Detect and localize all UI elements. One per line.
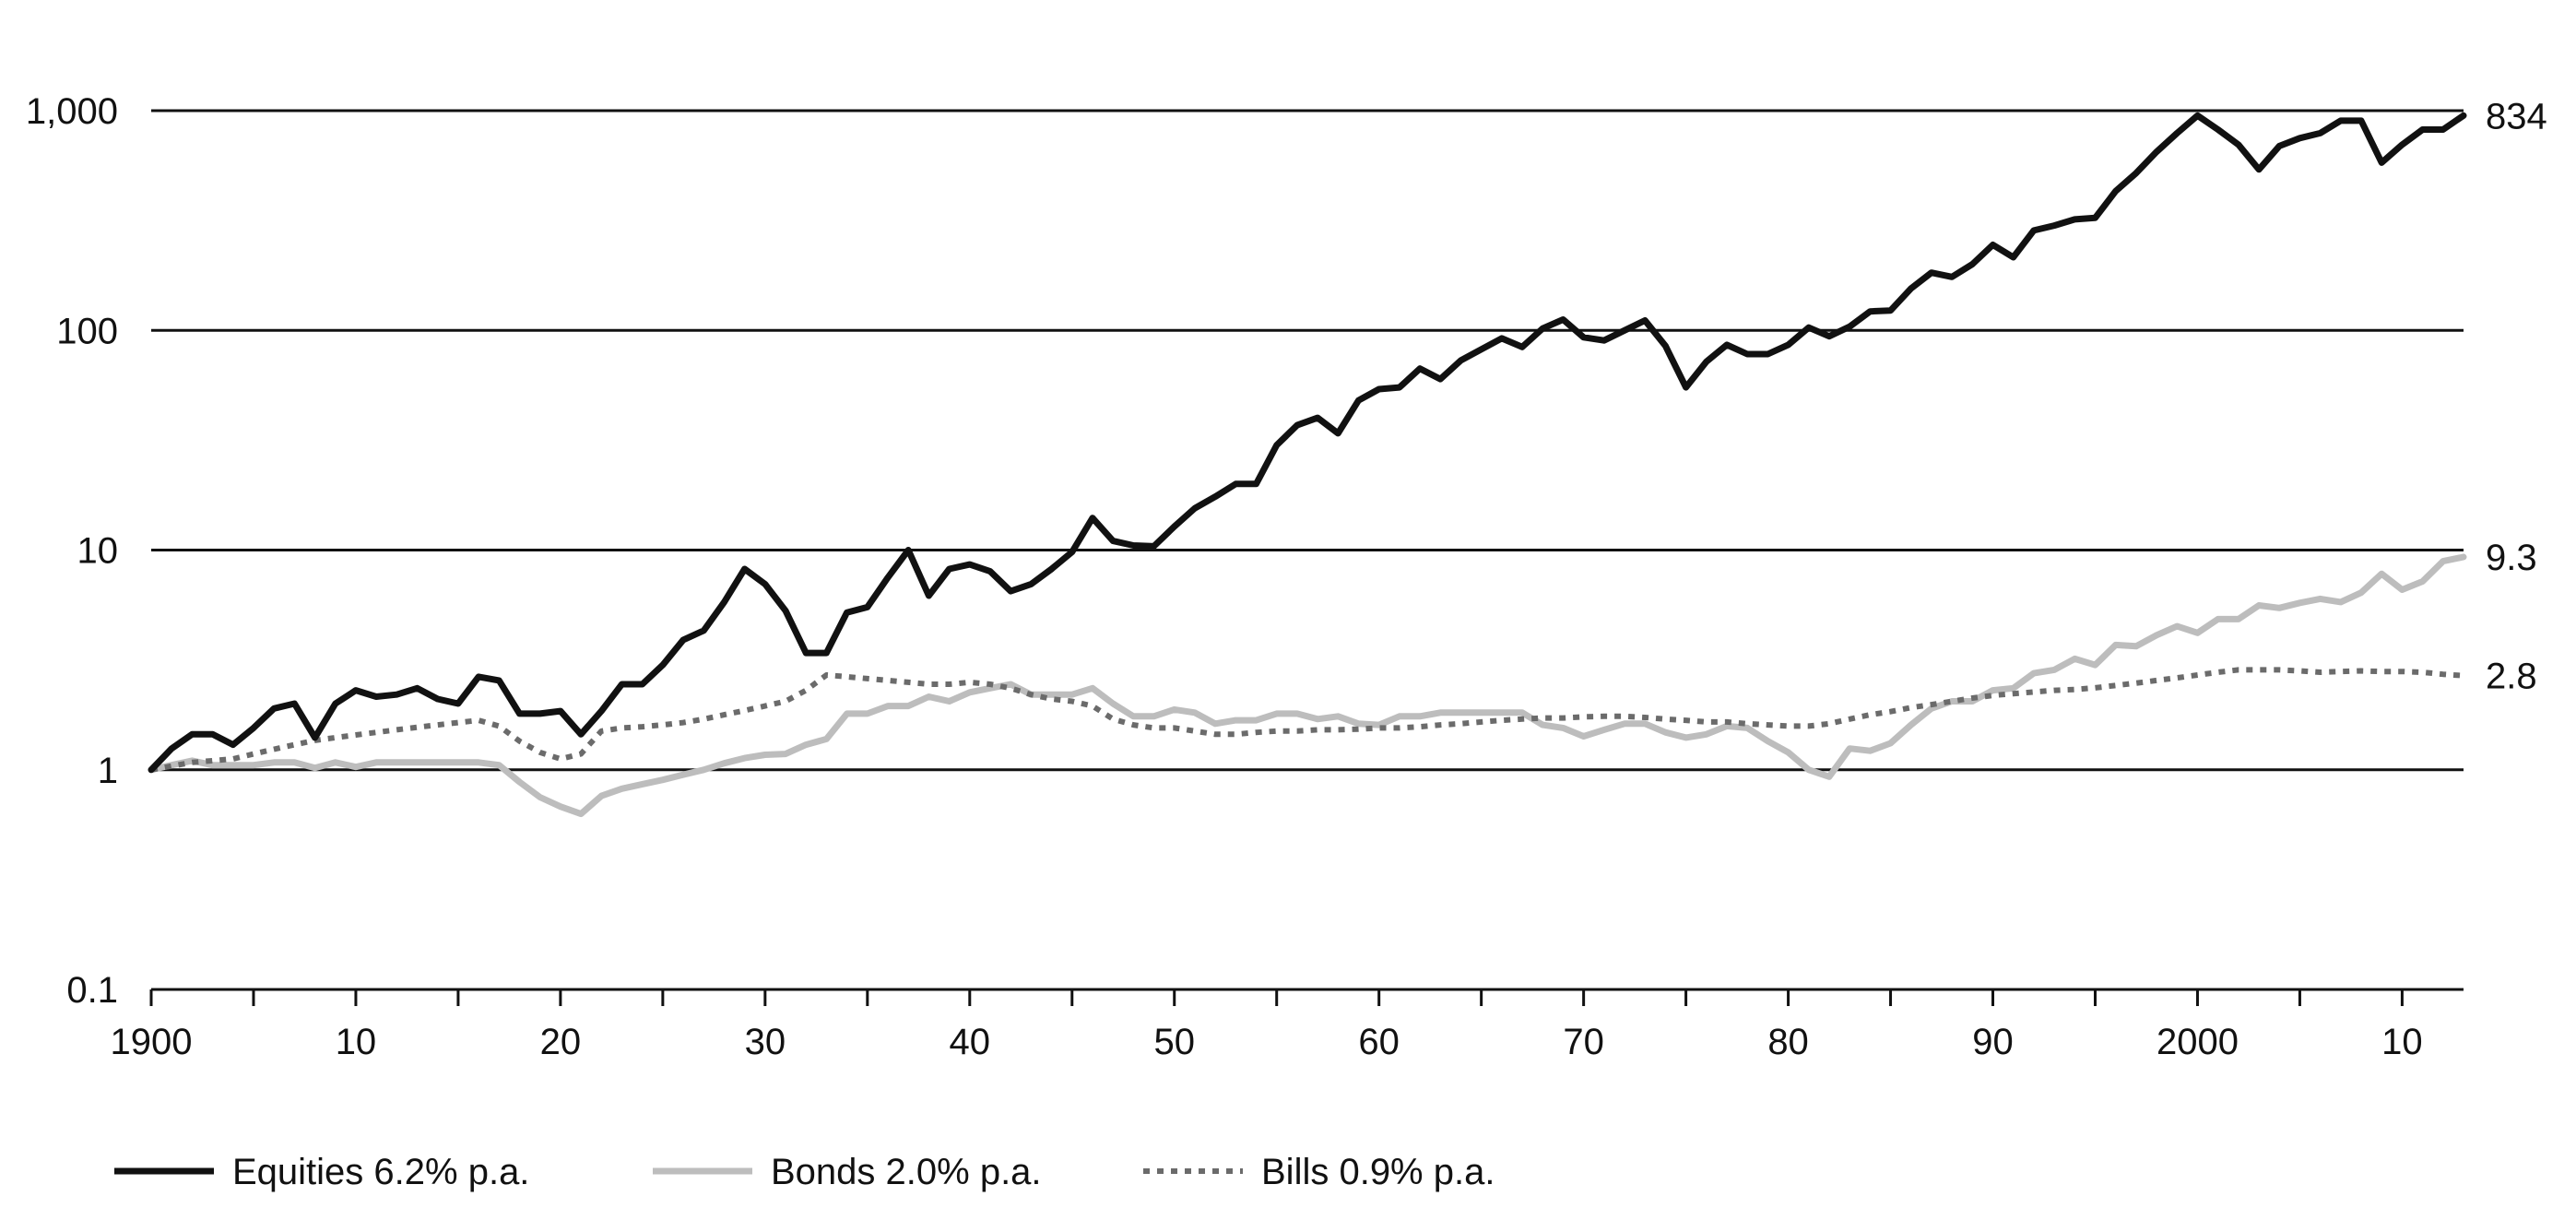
y-tick-label: 100: [56, 311, 118, 351]
y-axis-tick-labels: 1,000 100 10 1 0.1: [26, 91, 118, 1011]
y-tick-label: 10: [77, 531, 119, 572]
end-label-bills: 2.8: [2486, 657, 2537, 697]
x-tick-label: 70: [1563, 1022, 1604, 1062]
series-end-labels: 834 9.3 2.8: [2486, 96, 2547, 696]
end-label-bonds: 9.3: [2486, 538, 2537, 578]
end-label-equities: 834: [2486, 96, 2547, 136]
x-tick-label: 50: [1153, 1022, 1195, 1062]
gridlines: [151, 109, 2464, 772]
x-tick-label: 40: [950, 1022, 991, 1062]
legend: Equities 6.2% p.a. Bonds 2.0% p.a. Bills 0…: [114, 1152, 1495, 1192]
legend-label-equities: Equities 6.2% p.a.: [232, 1152, 529, 1192]
x-tick-label: 80: [1767, 1022, 1809, 1062]
x-tick-label: 2000: [2157, 1022, 2239, 1062]
x-tick-label: 10: [336, 1022, 377, 1062]
x-axis: 1900 10 20 30 40 50 60 70 80 90 2000 10: [111, 988, 2464, 1062]
legend-label-bills: Bills 0.9% p.a.: [1261, 1152, 1495, 1192]
x-tick-label: 10: [2381, 1022, 2423, 1062]
x-tick-label: 90: [1972, 1022, 2014, 1062]
series-line-equities: [148, 112, 2467, 774]
y-tick-label: 1,000: [26, 91, 118, 132]
legend-label-bonds: Bonds 2.0% p.a.: [771, 1152, 1042, 1192]
series-line-bonds: [148, 553, 2467, 818]
series-lines: [148, 112, 2467, 818]
y-tick-label: 0.1: [66, 970, 118, 1011]
y-tick-label: 1: [98, 751, 118, 791]
x-tick-label: 1900: [111, 1022, 193, 1062]
x-tick-label: 20: [540, 1022, 582, 1062]
x-tick-label: 30: [745, 1022, 786, 1062]
x-tick-label: 60: [1358, 1022, 1400, 1062]
